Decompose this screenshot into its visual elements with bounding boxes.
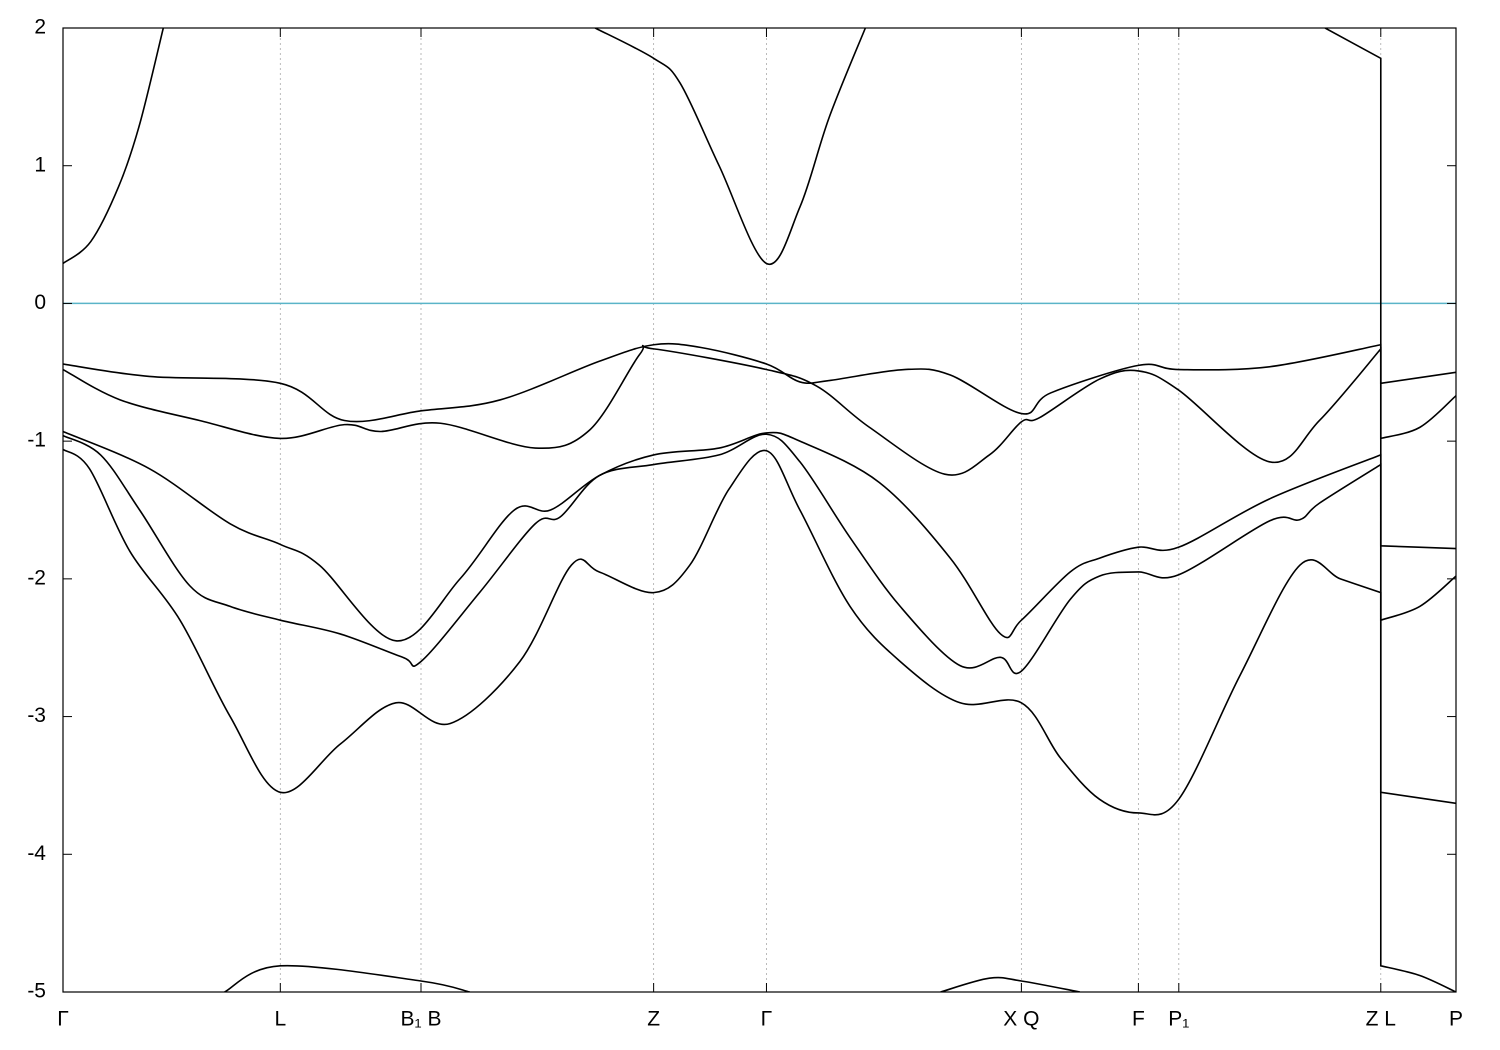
y-tick-label: -1 [27, 429, 46, 452]
band-line [63, 430, 1456, 642]
x-tick-label: B₁ B [401, 1008, 442, 1031]
x-tick-label: Γ [761, 1008, 773, 1031]
x-tick-label: P₁ [1168, 1008, 1189, 1031]
band-line [1324, 28, 1456, 992]
x-tick-label: P [1449, 1008, 1463, 1031]
band-line [224, 964, 470, 992]
x-tick-label: X Q [1003, 1008, 1039, 1031]
band-line [63, 342, 1456, 423]
x-tick-label: L [274, 1008, 286, 1031]
x-tick-label: Z [647, 1008, 660, 1031]
y-tick-label: 0 [34, 291, 46, 314]
x-tick-label: Z L [1366, 1008, 1396, 1031]
y-tick-label: -3 [27, 704, 46, 727]
bands [63, 28, 1456, 992]
y-tick-label: 2 [34, 16, 46, 39]
plot-frame [62, 27, 1457, 993]
band-line [594, 28, 867, 266]
band-line [940, 976, 1081, 992]
band-line [63, 28, 165, 265]
y-tick-label: -5 [27, 980, 46, 1003]
band-line [63, 344, 1456, 476]
x-tick-label: F [1132, 1008, 1145, 1031]
y-tick-label: -4 [27, 842, 46, 865]
band-line [63, 448, 1456, 816]
band-line [63, 433, 1456, 675]
y-tick-label: 1 [34, 153, 46, 176]
y-tick-label: -2 [27, 566, 46, 589]
x-tick-label: Γ [57, 1008, 69, 1031]
axes: -5 -4 -3 -2 -1 0 1 2 Γ L B₁ B Z Γ X Q F P₁ Z L P [27, 16, 1463, 1031]
